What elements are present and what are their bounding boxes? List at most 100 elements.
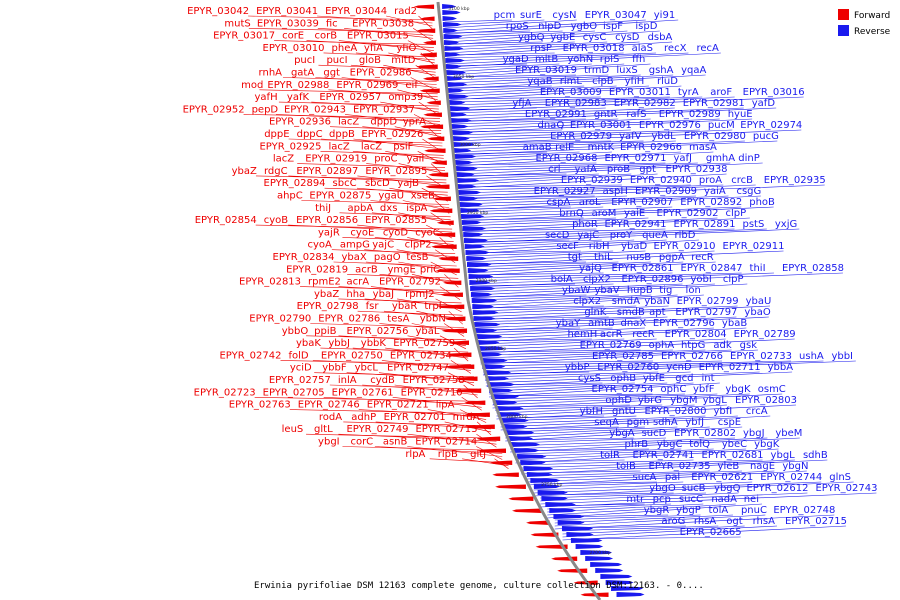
forward-connector	[385, 347, 469, 359]
reverse-connector	[458, 173, 632, 183]
forward-gene-label: EPYR_02705	[263, 387, 325, 398]
reverse-connector	[453, 129, 733, 142]
reverse-gene-label: tolA	[709, 505, 729, 516]
reverse-gene-arrow	[468, 274, 494, 279]
reverse-connector	[464, 228, 767, 241]
forward-gene-label: cyoA	[307, 240, 332, 251]
reverse-gene-arrow	[475, 334, 503, 339]
reverse-gene-label: rpsP	[530, 43, 552, 54]
reverse-gene-label: crl	[548, 164, 560, 175]
reverse-gene-labels: pcm surE cysN EPYR_03047 yi91 rpoS nlpD ygbO isp…	[494, 10, 878, 538]
reverse-connector	[496, 404, 695, 414]
reverse-gene-label: EPYR_02665	[680, 527, 742, 538]
reverse-connector	[480, 349, 732, 362]
reverse-connector	[476, 327, 613, 334]
reverse-gene-label: EPYR_02940	[630, 175, 692, 186]
forward-gene-label: EPYR_02957	[319, 92, 381, 103]
reverse-gene-label: ybgJ	[743, 428, 765, 439]
reverse-connector	[483, 360, 723, 367]
reverse-connector	[474, 305, 637, 312]
forward-gene-label: EPYR_02749	[346, 424, 408, 435]
reverse-connector	[463, 217, 617, 224]
reverse-connector	[547, 503, 736, 516]
reverse-gene-label: EPYR_02976	[639, 120, 701, 131]
reverse-connector	[460, 195, 628, 202]
reverse-connector	[475, 316, 609, 320]
reverse-connector	[448, 74, 641, 84]
reverse-gene-arrow	[442, 10, 461, 15]
reverse-connector	[463, 217, 718, 230]
reverse-connector	[562, 525, 778, 538]
reverse-gene-label: masA	[689, 142, 717, 153]
reverse-gene-label: rluD	[657, 76, 678, 87]
reverse-gene-arrow	[444, 46, 464, 51]
reverse-gene-label: EPYR_02982	[614, 98, 676, 109]
reverse-gene-arrow	[585, 556, 614, 561]
reverse-connector	[474, 305, 669, 315]
reverse-gene-label: EPYR_02980	[684, 131, 746, 142]
reverse-gene-label: ogt	[726, 516, 742, 527]
reverse-gene-label: pgpA	[659, 252, 685, 263]
gene-arrows	[413, 4, 645, 597]
reverse-gene-label: EPYR_02800	[644, 406, 706, 417]
reverse-connector	[475, 316, 642, 323]
reverse-gene-label: gshA	[649, 65, 674, 76]
reverse-connector	[554, 514, 835, 530]
forward-gene-arrow	[423, 112, 442, 117]
reverse-gene-label: sucA	[633, 472, 657, 483]
forward-gene-label: lacZ	[338, 117, 359, 128]
reverse-connector	[468, 261, 651, 271]
reverse-gene-arrow	[474, 322, 501, 327]
reverse-connector	[562, 525, 847, 541]
reverse-connector	[456, 162, 763, 178]
reverse-connector	[445, 41, 672, 57]
forward-gene-label: mrdA	[453, 412, 480, 423]
reverse-gene-label: rimL	[560, 76, 583, 87]
reverse-gene-label: ygbE	[550, 32, 575, 43]
reverse-gene-label: ybaU	[746, 296, 772, 307]
forward-connector-lines	[243, 15, 509, 470]
reverse-connector	[467, 250, 614, 257]
reverse-connector	[533, 481, 822, 494]
forward-gene-label: EPYR_02723	[194, 387, 256, 398]
reverse-connector	[496, 404, 630, 408]
reverse-connector	[474, 305, 738, 318]
forward-gene-label: EPYR_02750	[321, 350, 383, 361]
reverse-gene-label: pnuC	[741, 505, 767, 516]
reverse-gene-label: EPYR_02733	[730, 351, 792, 362]
forward-connector	[320, 151, 444, 156]
reverse-gene-label: EPYR_03011	[609, 87, 671, 98]
reverse-connector	[459, 184, 724, 194]
reverse-connector	[445, 41, 543, 45]
forward-gene-label: leuS	[282, 424, 304, 435]
reverse-gene-arrow	[495, 406, 524, 411]
forward-gene-arrow	[454, 388, 482, 393]
forward-gene-label: EPYR_02986	[350, 68, 412, 79]
forward-gene-label: xseB	[411, 191, 435, 202]
reverse-gene-label: mntK	[588, 142, 615, 153]
reverse-gene-label: EPYR_02796	[653, 318, 715, 329]
reverse-connector	[460, 195, 729, 208]
reverse-gene-label: nagE	[750, 461, 775, 472]
reverse-gene-label: adk	[713, 340, 731, 351]
reverse-connector	[445, 30, 531, 34]
forward-connector	[364, 249, 456, 257]
forward-gene-label: lacZ	[328, 141, 349, 152]
reverse-connector	[468, 261, 619, 268]
reverse-gene-label: ybgR	[644, 505, 670, 516]
reverse-gene-label: EPYR_02802	[674, 428, 736, 439]
reverse-gene-label: ushA	[799, 351, 824, 362]
forward-connector	[329, 384, 478, 390]
reverse-gene-label: ybfH	[580, 406, 603, 417]
forward-connector	[300, 286, 460, 291]
reverse-connector	[447, 63, 625, 76]
reverse-connector	[521, 459, 828, 475]
reverse-gene-arrow	[466, 262, 492, 267]
forward-gene-label: yajB	[397, 178, 419, 189]
reverse-connector	[446, 52, 689, 65]
forward-gene-arrow	[423, 76, 439, 81]
reverse-gene-label: EPYR_03047	[585, 10, 647, 21]
reverse-gene-arrow	[480, 358, 508, 363]
reverse-connector	[527, 470, 641, 474]
forward-gene-arrow	[508, 496, 534, 501]
